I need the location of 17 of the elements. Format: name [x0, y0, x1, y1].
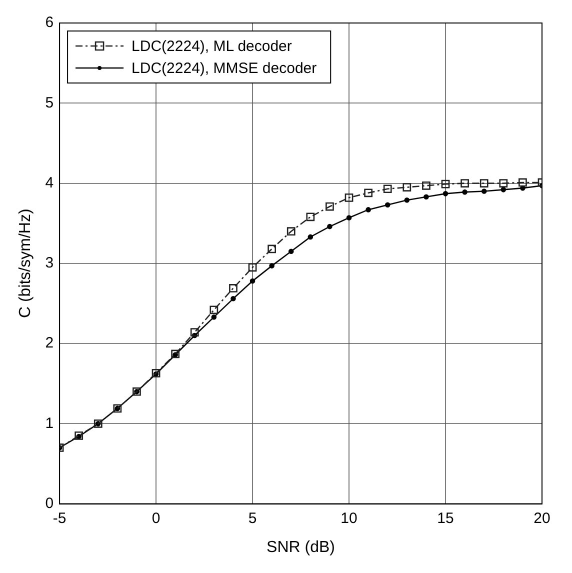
- legend-label: LDC(2224), MMSE decoder: [132, 60, 317, 78]
- x-axis-title: SNR (dB): [266, 538, 335, 556]
- x-tick-label: 20: [534, 510, 550, 527]
- x-tick-label: 0: [152, 510, 160, 527]
- legend-label: LDC(2224), ML decoder: [132, 38, 292, 56]
- y-tick-label: 2: [45, 334, 54, 352]
- y-tick-label: 1: [45, 414, 54, 432]
- x-tick-label: 15: [437, 510, 454, 527]
- x-tick-label: -5: [52, 510, 66, 527]
- x-tick-label: 10: [340, 510, 358, 527]
- y-tick-label: 3: [45, 254, 54, 272]
- y-tick-label: 0: [45, 494, 54, 512]
- x-tick-label: 5: [248, 510, 257, 527]
- y-tick-label: 6: [45, 14, 54, 32]
- y-tick-label: 4: [45, 174, 54, 192]
- y-axis-title: C (bits/sym/Hz): [17, 208, 34, 318]
- y-tick-label: 5: [45, 94, 54, 112]
